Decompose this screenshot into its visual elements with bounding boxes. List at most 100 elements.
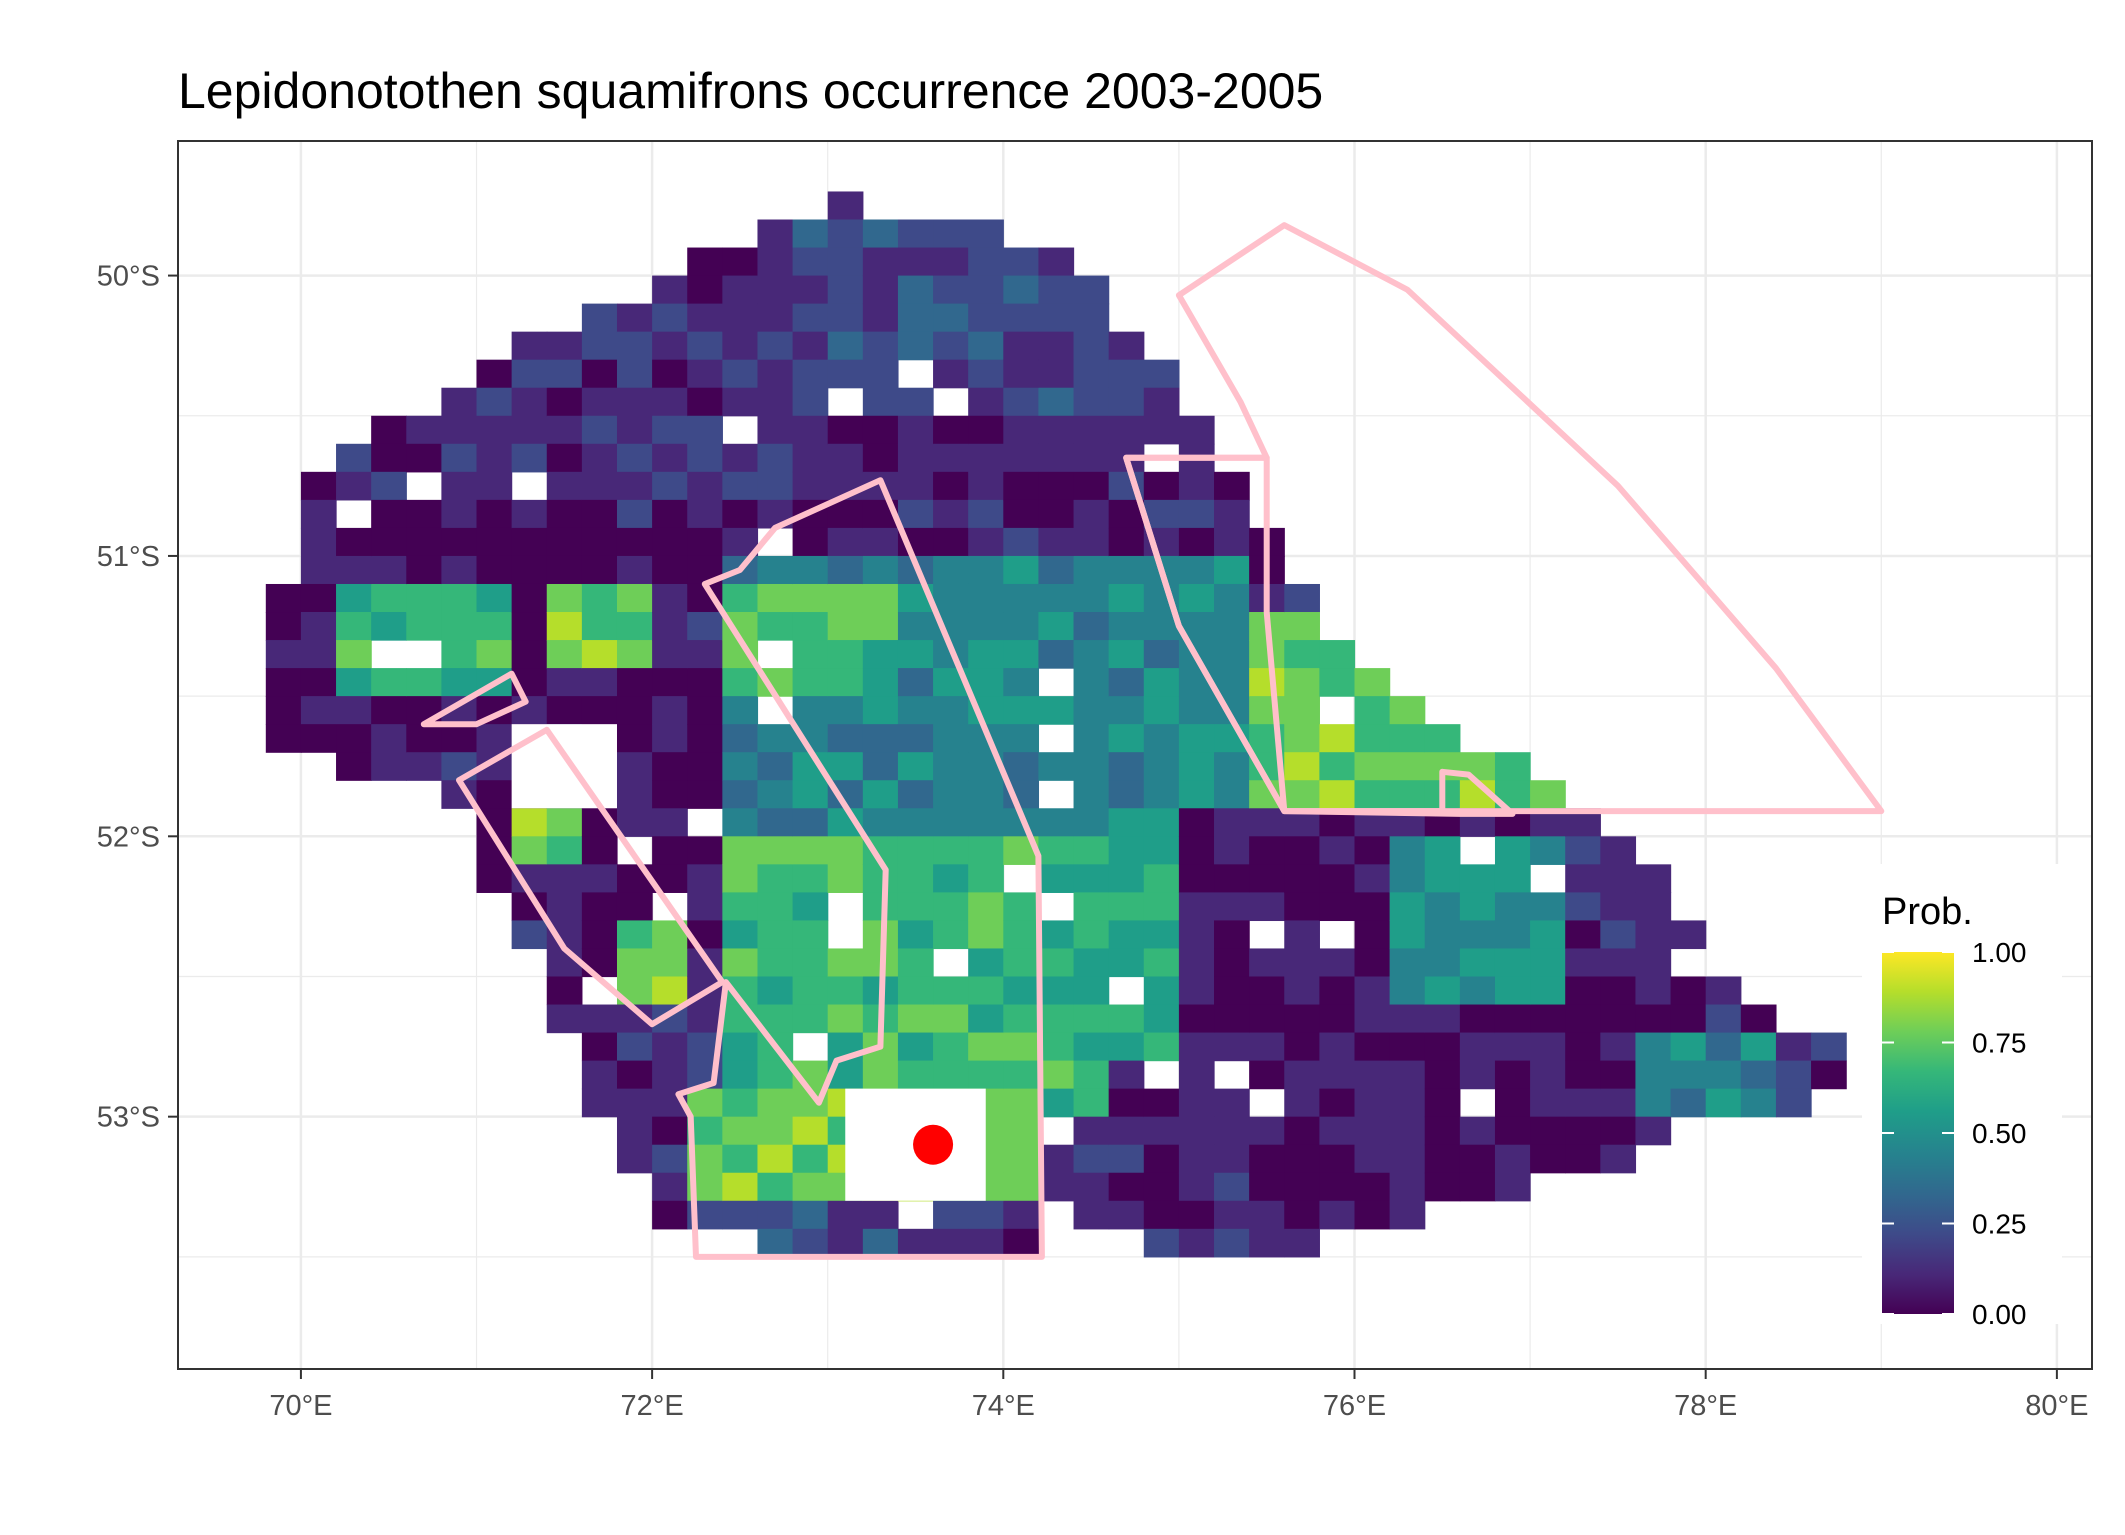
raster-cell <box>687 892 723 922</box>
raster-cell <box>968 836 1004 865</box>
raster-cell <box>687 780 723 809</box>
raster-cell <box>1003 499 1040 529</box>
y-tick-label: 53°S <box>97 1102 160 1134</box>
raster-cell <box>1003 1004 1040 1034</box>
raster-cell <box>722 920 759 950</box>
raster-cell <box>1494 920 1531 950</box>
raster-cell <box>336 696 372 725</box>
raster-cell <box>933 836 969 865</box>
raster-cell <box>1565 864 1601 893</box>
raster-cell <box>1459 948 1496 978</box>
raster-cell <box>792 948 829 978</box>
raster-cell <box>1038 640 1075 669</box>
raster-cell <box>1530 892 1566 922</box>
raster-cell <box>1038 864 1075 893</box>
raster-cell <box>1635 1116 1672 1146</box>
raster-cell <box>1003 359 1040 389</box>
raster-cell <box>792 275 829 305</box>
raster-cell <box>1565 1060 1601 1090</box>
raster-cell <box>581 471 618 501</box>
raster-cell <box>652 527 688 557</box>
raster-cell <box>1354 948 1391 978</box>
raster-cell <box>1073 555 1110 585</box>
raster-cell <box>652 1060 688 1090</box>
raster-cell <box>1108 948 1145 978</box>
raster-cell <box>1003 247 1040 277</box>
raster-cell <box>1073 808 1110 837</box>
raster-cell <box>1038 1144 1075 1174</box>
raster-cell <box>1108 1116 1145 1146</box>
raster-cell <box>1249 948 1285 978</box>
raster-cell <box>1354 864 1391 893</box>
raster-cell <box>933 499 969 529</box>
raster-cell <box>792 808 829 837</box>
raster-cell <box>1073 1116 1110 1146</box>
raster-cell <box>371 668 407 697</box>
raster-cell <box>265 724 302 753</box>
raster-cell <box>511 443 548 473</box>
x-tick-label: 72°E <box>621 1390 684 1422</box>
raster-cell <box>1003 443 1040 473</box>
raster-cell <box>968 387 1004 417</box>
raster-cell <box>687 303 723 333</box>
raster-cell <box>581 387 618 417</box>
raster-cell <box>616 696 653 725</box>
raster-cell <box>1670 1004 1707 1034</box>
raster-cell <box>1600 1032 1637 1062</box>
raster-cell <box>1424 948 1461 978</box>
raster-cell <box>1635 976 1672 1006</box>
raster-cell <box>441 499 478 529</box>
raster-cell <box>1600 1144 1637 1174</box>
raster-cell <box>933 415 969 445</box>
raster-cell <box>1459 1032 1496 1062</box>
raster-cell <box>1143 1004 1180 1034</box>
raster-cell <box>1705 1032 1742 1062</box>
raster-cell <box>1214 1172 1250 1202</box>
raster-cell <box>862 724 899 753</box>
raster-cell <box>1178 499 1215 529</box>
raster-cell <box>897 1060 934 1090</box>
raster-cell <box>1143 948 1180 978</box>
raster-cell <box>1143 471 1180 501</box>
raster-cell <box>968 1228 1004 1258</box>
raster-cell <box>1775 1032 1812 1062</box>
raster-cell <box>1003 696 1040 725</box>
raster-cell <box>1600 1088 1637 1118</box>
raster-cell <box>1214 640 1250 669</box>
raster-cell <box>1740 1088 1777 1118</box>
raster-cell <box>1143 668 1180 697</box>
y-tick-label: 50°S <box>97 261 160 293</box>
raster-cell <box>722 471 759 501</box>
raster-cell <box>1038 331 1075 361</box>
raster-cell <box>897 247 934 277</box>
raster-cell <box>1249 1060 1285 1090</box>
raster-cell <box>933 219 969 249</box>
raster-cell <box>862 387 899 417</box>
raster-cell <box>616 415 653 445</box>
raster-cell <box>1284 640 1320 669</box>
raster-cell <box>968 247 1004 277</box>
raster-cell <box>897 471 934 501</box>
raster-cell <box>1073 836 1110 865</box>
raster-cell <box>1319 1144 1356 1174</box>
raster-cell <box>1073 780 1110 809</box>
raster-cell <box>1389 1172 1426 1202</box>
raster-cell <box>1108 752 1145 781</box>
x-tick-label: 80°E <box>2025 1390 2088 1422</box>
raster-cell <box>757 948 794 978</box>
raster-cell <box>722 864 759 893</box>
raster-cell <box>933 555 969 585</box>
raster-cell <box>652 696 688 725</box>
raster-cell <box>757 331 794 361</box>
raster-cell <box>1073 976 1110 1006</box>
raster-cell <box>652 303 688 333</box>
raster-cell <box>1108 583 1145 613</box>
raster-cell <box>652 752 688 781</box>
raster-cell <box>1038 443 1075 473</box>
raster-cell <box>722 892 759 922</box>
raster-cell <box>265 640 302 669</box>
raster-cell <box>1178 1200 1215 1230</box>
raster-cell <box>1108 1004 1145 1034</box>
raster-cell <box>897 976 934 1006</box>
raster-cell <box>616 555 653 585</box>
